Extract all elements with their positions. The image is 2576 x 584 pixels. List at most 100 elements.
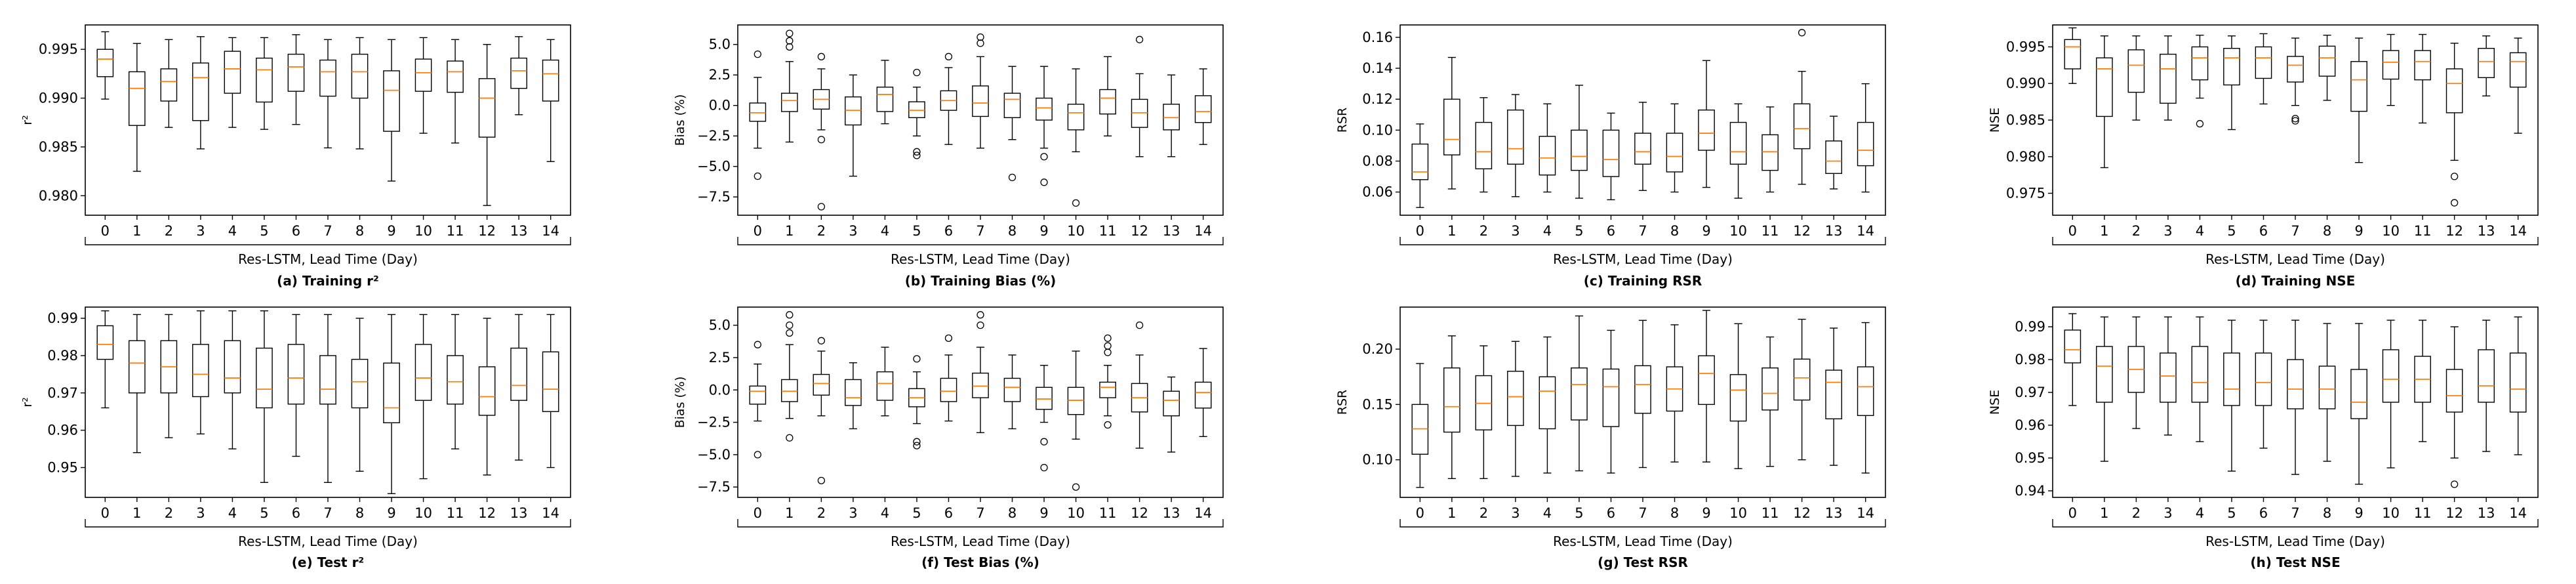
box-lead-3 [1507,94,1524,198]
x-tick-label: 14 [2509,505,2527,521]
iqr-box [1443,367,1460,433]
iqr-box [2350,61,2367,112]
box-lead-7 [2287,37,2304,125]
x-tick-label: 5 [260,223,268,239]
box-lead-0 [749,341,767,459]
box-lead-4 [1539,103,1556,193]
outlier-point [817,337,826,344]
x-tick-label: 1 [1447,223,1456,239]
outlier-point [976,33,984,41]
x-tick-label: 6 [2259,223,2268,239]
outlier-point [817,476,826,485]
box-lead-5 [256,37,273,130]
y-tick-label: 0.975 [2006,186,2045,201]
iqr-box [319,59,336,97]
box-lead-5 [256,310,273,483]
x-tick-label: 7 [1638,223,1647,239]
iqr-box [2287,56,2304,83]
x-group-bracket [1399,237,1886,245]
outlier-point [1040,153,1048,161]
iqr-box [1163,390,1180,417]
box-lead-14 [2509,316,2527,455]
x-tick-label: 6 [292,223,300,239]
x-tick-label: 13 [510,223,528,239]
x-tick-label: 11 [1099,505,1117,521]
iqr-box [1729,121,1747,165]
iqr-box [2350,369,2367,419]
box-lead-14 [542,314,559,469]
outlier-point [1072,483,1080,491]
iqr-box [414,344,432,401]
box-lead-14 [2509,37,2527,134]
box-lead-10 [1729,323,1747,469]
x-tick-label: 6 [2259,505,2268,521]
x-tick-label: 7 [323,505,332,521]
x-tick-label: 8 [1670,505,1679,521]
x-tick-label: 10 [414,223,432,239]
iqr-box [351,53,369,99]
y-tick-label: 0.995 [39,41,78,57]
box-lead-11 [1099,334,1116,429]
iqr-box [2478,349,2495,403]
box-lead-10 [2382,320,2400,469]
x-tick-label: 12 [1131,223,1148,239]
iqr-box [542,351,559,412]
outlier-point [913,442,921,449]
box-lead-6 [940,334,957,422]
iqr-box [2160,53,2177,104]
x-axis-label: Res-LSTM, Lead Time (Day) [238,533,418,549]
box-lead-3 [192,36,209,150]
y-tick-label: 0.94 [2015,483,2045,499]
outlier-point [1040,463,1048,472]
box-lead-0 [1411,123,1429,208]
box-lead-8 [2318,323,2336,462]
outlier-point [1798,29,1806,37]
iqr-box [2382,50,2400,80]
iqr-box [2509,352,2527,413]
x-tick-label: 11 [447,223,464,239]
x-tick-label: 5 [2227,223,2236,239]
x-tick-label: 5 [1575,223,1583,239]
y-tick-label: −2.5 [697,415,731,430]
x-tick-label: 8 [1008,223,1016,239]
y-tick-label: 0.06 [1362,184,1393,200]
box-lead-7 [972,311,989,434]
x-tick-label: 13 [510,505,528,521]
iqr-box [256,347,273,409]
box-lead-7 [972,33,989,149]
subplot-caption: (e) Test r² [292,554,364,570]
iqr-box [1507,109,1524,165]
x-tick-label: 3 [2163,505,2172,521]
y-tick-label: 2.5 [709,67,731,83]
box-lead-10 [1729,103,1747,199]
box-lead-6 [1602,112,1620,201]
iqr-box [2478,47,2495,79]
outlier-point [1104,348,1112,356]
x-tick-label: 1 [785,505,794,521]
outlier-point [754,341,761,348]
iqr-box [192,344,209,398]
iqr-box [2255,46,2272,79]
box-lead-14 [542,39,559,162]
iqr-box [2382,349,2400,403]
x-axis-label: Res-LSTM, Lead Time (Day) [891,251,1070,267]
box-lead-12 [2445,326,2463,488]
outlier-point [913,68,921,77]
x-tick-label: 7 [976,223,984,239]
box-lead-11 [1761,336,1779,467]
box-lead-4 [2191,34,2209,128]
box-lead-9 [1036,365,1053,472]
box-lead-8 [1003,354,1021,430]
y-tick-label: 0.15 [1362,396,1393,412]
x-tick-label: 11 [1761,223,1779,239]
box-lead-11 [2414,33,2431,124]
box-lead-12 [1793,29,1811,185]
iqr-box [510,347,527,401]
x-tick-label: 9 [1702,223,1710,239]
outlier-point [2196,119,2204,128]
y-axis-label: NSE [1988,108,2002,133]
box-lead-12 [1793,318,1811,461]
